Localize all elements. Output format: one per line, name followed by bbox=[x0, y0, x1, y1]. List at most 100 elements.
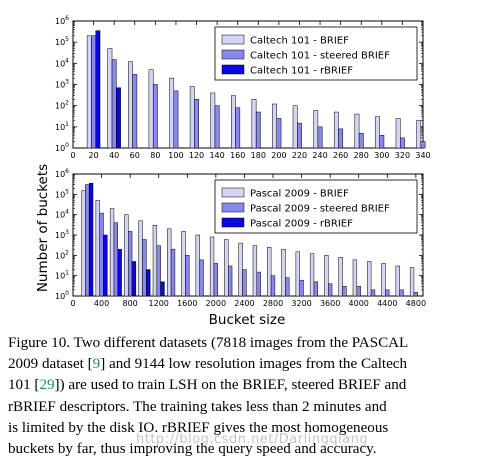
bar bbox=[299, 279, 304, 297]
caption-line-3: 101 [29]) are used to train LSH on the B… bbox=[8, 375, 472, 396]
bar bbox=[413, 292, 419, 297]
citation-link[interactable]: 9 bbox=[92, 356, 101, 373]
x-tick-label: 0 bbox=[70, 151, 75, 160]
bar bbox=[358, 132, 364, 149]
bar bbox=[385, 289, 390, 297]
x-tick-label: 1600 bbox=[177, 299, 197, 308]
bar bbox=[379, 135, 385, 149]
bar bbox=[152, 84, 158, 149]
bar bbox=[132, 74, 138, 149]
bar bbox=[324, 255, 329, 297]
bar bbox=[142, 239, 147, 297]
caption-line-2: 2009 dataset [9] and 9144 low resolution… bbox=[8, 354, 472, 375]
bar bbox=[338, 128, 344, 149]
bar bbox=[317, 126, 323, 149]
x-tick-label: 2400 bbox=[234, 299, 254, 308]
bar bbox=[395, 265, 400, 297]
y-tick-label: 106 bbox=[55, 168, 69, 179]
bar bbox=[255, 111, 261, 149]
bar bbox=[281, 248, 286, 297]
caption-line-6: buckets by far, thus improving the query… bbox=[8, 441, 377, 458]
y-tick-label: 100 bbox=[55, 142, 69, 153]
bar bbox=[342, 286, 347, 297]
bar bbox=[85, 184, 90, 297]
bar bbox=[224, 239, 229, 297]
bar bbox=[367, 261, 372, 297]
bar bbox=[242, 269, 247, 297]
y-tick-label: 104 bbox=[55, 57, 69, 68]
bar bbox=[169, 77, 175, 149]
bar bbox=[131, 261, 137, 297]
x-tick-label: 200 bbox=[271, 151, 286, 160]
caption-text: ] and 9144 low resolution images from th… bbox=[100, 356, 408, 373]
citation-link[interactable]: 29 bbox=[39, 377, 55, 394]
bar bbox=[238, 242, 243, 297]
bar bbox=[95, 200, 100, 297]
bar bbox=[297, 122, 302, 149]
legend-swatch bbox=[221, 187, 245, 198]
x-tick-label: 1200 bbox=[149, 299, 169, 308]
legend-label: Caltech 101 - steered BRIEF bbox=[250, 51, 390, 62]
caption-text: 2009 dataset [ bbox=[8, 356, 93, 373]
legend-label: Caltech 101 - BRIEF bbox=[250, 36, 349, 47]
bar bbox=[199, 259, 204, 297]
bar bbox=[173, 90, 179, 149]
y-tick-label: 103 bbox=[55, 79, 69, 90]
caption-text: ]) are used to train LSH on the BRIEF, s… bbox=[54, 377, 407, 394]
x-tick-label: 320 bbox=[395, 151, 410, 160]
bar bbox=[400, 137, 405, 149]
bar bbox=[381, 263, 386, 297]
bar bbox=[109, 208, 115, 297]
bar bbox=[395, 118, 401, 149]
bar bbox=[117, 248, 122, 297]
x-tick-label: 300 bbox=[374, 151, 389, 160]
y-tick-label: 103 bbox=[55, 229, 69, 240]
bar bbox=[267, 246, 272, 297]
bar bbox=[309, 253, 315, 297]
bar bbox=[313, 110, 319, 149]
bar bbox=[327, 283, 333, 297]
x-tick-label: 4800 bbox=[406, 299, 426, 308]
x-tick-label: 2000 bbox=[206, 299, 226, 308]
x-axis-label: Bucket size bbox=[209, 312, 286, 328]
bar bbox=[111, 59, 117, 149]
bar bbox=[185, 255, 190, 297]
bar bbox=[88, 183, 94, 297]
x-tick-label: 220 bbox=[292, 151, 307, 160]
bar bbox=[152, 225, 158, 297]
bar bbox=[113, 222, 119, 297]
legend-swatch bbox=[221, 49, 245, 60]
bar bbox=[333, 111, 339, 149]
bar bbox=[370, 289, 376, 297]
bar bbox=[194, 99, 199, 149]
bar bbox=[156, 245, 161, 297]
caption-text: 101 [ bbox=[8, 377, 40, 394]
y-tick-label: 102 bbox=[55, 249, 69, 260]
bar bbox=[81, 190, 86, 297]
bar bbox=[107, 48, 113, 149]
x-tick-label: 60 bbox=[130, 151, 140, 160]
bar bbox=[313, 281, 319, 297]
bar bbox=[409, 267, 415, 297]
legend-label: Pascal 2009 - steered BRIEF bbox=[250, 204, 390, 215]
legend-swatch bbox=[221, 217, 245, 228]
bar bbox=[116, 87, 121, 149]
x-tick-label: 3600 bbox=[320, 299, 340, 308]
x-tick-label: 340 bbox=[415, 151, 430, 160]
bar bbox=[210, 92, 216, 149]
legend-swatch bbox=[221, 34, 245, 45]
legend-label: Pascal 2009 - rBRIEF bbox=[250, 219, 353, 230]
bar bbox=[209, 236, 215, 297]
bar bbox=[148, 69, 154, 149]
bar bbox=[285, 277, 290, 297]
legend-label: Pascal 2009 - BRIEF bbox=[250, 189, 349, 200]
bar bbox=[231, 95, 236, 149]
bar bbox=[251, 99, 257, 149]
legend-box bbox=[214, 26, 418, 81]
bar bbox=[270, 275, 276, 297]
y-tick-label: 102 bbox=[55, 100, 69, 111]
bar bbox=[352, 259, 358, 297]
x-tick-label: 800 bbox=[123, 299, 138, 308]
bar bbox=[295, 251, 300, 297]
bar bbox=[354, 113, 360, 149]
